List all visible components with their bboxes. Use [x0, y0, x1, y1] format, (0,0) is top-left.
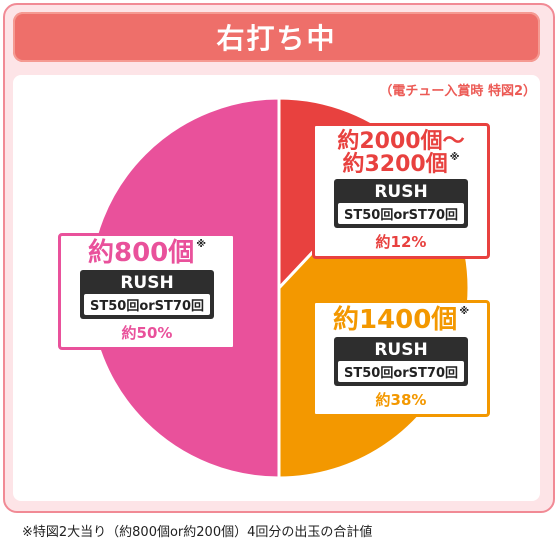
- slice-amount: 約1400個 ※: [332, 305, 470, 335]
- header-banner: 右打ち中: [13, 12, 540, 62]
- slice-percent: 約50%: [121, 324, 173, 343]
- rush-block: RUSH ST50回orST70回: [334, 179, 468, 229]
- slice-label-orange: 約1400個 ※ RUSH ST50回orST70回 約38%: [312, 300, 490, 418]
- note-mark: ※: [196, 239, 206, 250]
- rush-label: RUSH: [374, 182, 428, 203]
- slice-percent: 約38%: [375, 391, 427, 410]
- slice-amount: 約2000個〜 約3200個 ※: [337, 129, 465, 178]
- st-label: ST50回orST70回: [84, 294, 210, 316]
- chart-subnote: （電チュー入賞時 特図2）: [379, 84, 536, 99]
- rush-label: RUSH: [120, 273, 174, 294]
- rush-block: RUSH ST50回orST70回: [334, 337, 468, 387]
- slice-label-red: 約2000個〜 約3200個 ※ RUSH ST50回orST70回 約12%: [312, 123, 490, 260]
- slice-amount: 約800個 ※: [87, 238, 206, 268]
- note-mark: ※: [449, 152, 460, 164]
- st-label: ST50回orST70回: [338, 203, 464, 225]
- rush-label: RUSH: [374, 340, 428, 361]
- note-mark: ※: [459, 306, 470, 317]
- rush-block: RUSH ST50回orST70回: [80, 270, 214, 320]
- footnote: ※特図2大当り（約800個or約200個）4回分の出玉の合計値: [22, 525, 373, 540]
- st-label: ST50回orST70回: [338, 361, 464, 383]
- slice-label-pink: 約800個 ※ RUSH ST50回orST70回 約50%: [58, 233, 236, 351]
- slice-percent: 約12%: [375, 233, 427, 252]
- page-title: 右打ち中: [216, 22, 337, 55]
